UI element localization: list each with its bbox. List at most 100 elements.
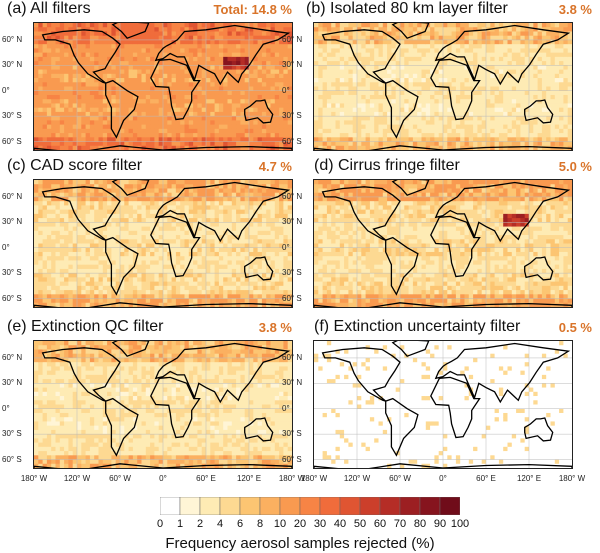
- heatmap-cell: [352, 116, 358, 121]
- heatmap-cell: [163, 116, 168, 121]
- heatmap-cell: [365, 44, 371, 49]
- heatmap-cell: [59, 86, 65, 92]
- heatmap-cell: [331, 56, 336, 62]
- heatmap-cell: [244, 35, 250, 41]
- heatmap-cell: [206, 116, 211, 121]
- heatmap-cell: [175, 52, 181, 58]
- heatmap-cell: [516, 116, 521, 121]
- heatmap-cell: [68, 213, 74, 219]
- heatmap-cell: [494, 133, 500, 138]
- heatmap-cell: [111, 273, 117, 278]
- heatmap-cell: [214, 256, 220, 261]
- heatmap-cell: [369, 145, 375, 150]
- heatmap-cell: [507, 48, 513, 54]
- heatmap-cell: [107, 69, 112, 75]
- heatmap-cell: [533, 69, 538, 75]
- heatmap-cell: [163, 65, 168, 70]
- heatmap-cell: [529, 90, 534, 96]
- heatmap-cell: [98, 145, 104, 150]
- heatmap-cell: [98, 264, 104, 270]
- heatmap-cell: [81, 65, 86, 70]
- heatmap-cell: [154, 39, 160, 45]
- heatmap-cell: [188, 133, 194, 138]
- heatmap-cell: [81, 52, 86, 58]
- heatmap-cell: [163, 226, 168, 232]
- heatmap-cell: [270, 52, 276, 58]
- heatmap-cell: [34, 239, 39, 244]
- heatmap-cell: [55, 86, 61, 92]
- heatmap-cell: [150, 218, 155, 223]
- heatmap-cell: [490, 107, 495, 113]
- heatmap-cell: [412, 48, 418, 54]
- heatmap-cell: [218, 243, 224, 249]
- heatmap-cell: [490, 56, 495, 62]
- heatmap-cell: [529, 124, 534, 130]
- heatmap-cell: [421, 69, 427, 75]
- heatmap-cell: [274, 69, 280, 75]
- heatmap-cell: [89, 196, 95, 202]
- heatmap-cell: [98, 141, 104, 147]
- heatmap-cell: [486, 90, 491, 96]
- heatmap-cell: [287, 39, 292, 45]
- heatmap-cell: [395, 48, 401, 54]
- heatmap-cell: [382, 35, 388, 41]
- heatmap-cell: [430, 99, 435, 104]
- heatmap-cell: [412, 124, 418, 130]
- heatmap-cell: [171, 273, 177, 278]
- heatmap-cell: [322, 111, 328, 117]
- heatmap-cell: [193, 196, 198, 202]
- heatmap-cell: [137, 277, 142, 282]
- heatmap-cell: [55, 218, 61, 223]
- heatmap-cell: [167, 99, 172, 104]
- heatmap-cell: [554, 94, 560, 100]
- heatmap-cell: [352, 48, 358, 54]
- heatmap-cell: [175, 230, 181, 236]
- heatmap-cell: [430, 56, 435, 62]
- heatmap-cell: [546, 94, 551, 100]
- heatmap-cell: [529, 107, 534, 113]
- heatmap-cell: [111, 61, 117, 66]
- heatmap-cell: [554, 61, 560, 66]
- heatmap-cell: [417, 61, 422, 66]
- heatmap-cell: [55, 256, 61, 261]
- heatmap-cell: [244, 99, 250, 104]
- heatmap-cell: [111, 196, 117, 202]
- heatmap-cell: [68, 290, 74, 295]
- heatmap-cell: [391, 44, 397, 49]
- heatmap-cell: [81, 145, 86, 150]
- heatmap-cell: [89, 69, 95, 75]
- heatmap-cell: [72, 188, 78, 194]
- heatmap-cell: [408, 31, 414, 37]
- heatmap-cell: [158, 243, 164, 249]
- heatmap-cell: [460, 35, 465, 41]
- heatmap-cell: [365, 120, 371, 125]
- heatmap-cell: [331, 94, 336, 100]
- heatmap-cell: [175, 302, 181, 307]
- heatmap-cell: [563, 120, 569, 125]
- heatmap-cell: [559, 86, 564, 92]
- heatmap-cell: [395, 73, 401, 79]
- heatmap-cell: [537, 145, 543, 150]
- heatmap-cell: [240, 86, 246, 92]
- heatmap-cell: [38, 78, 43, 83]
- heatmap-cell: [408, 124, 414, 130]
- heatmap-cell: [180, 184, 185, 189]
- heatmap-cell: [257, 44, 263, 49]
- heatmap-cell: [42, 209, 48, 215]
- heatmap-cell: [546, 73, 551, 79]
- heatmap-cell: [193, 281, 198, 287]
- heatmap-cell: [184, 128, 190, 134]
- heatmap-cell: [124, 44, 129, 49]
- heatmap-cell: [365, 48, 371, 54]
- heatmap-cell: [335, 23, 341, 28]
- heatmap-cell: [180, 141, 185, 147]
- heatmap-cell: [546, 35, 551, 41]
- heatmap-cell: [361, 145, 366, 150]
- heatmap-cell: [55, 277, 61, 282]
- heatmap-cell: [154, 251, 160, 257]
- heatmap-cell: [240, 99, 246, 104]
- heatmap-cell: [486, 111, 491, 117]
- heatmap-cell: [344, 73, 349, 79]
- heatmap-cell: [81, 277, 86, 282]
- heatmap-cell: [425, 65, 431, 70]
